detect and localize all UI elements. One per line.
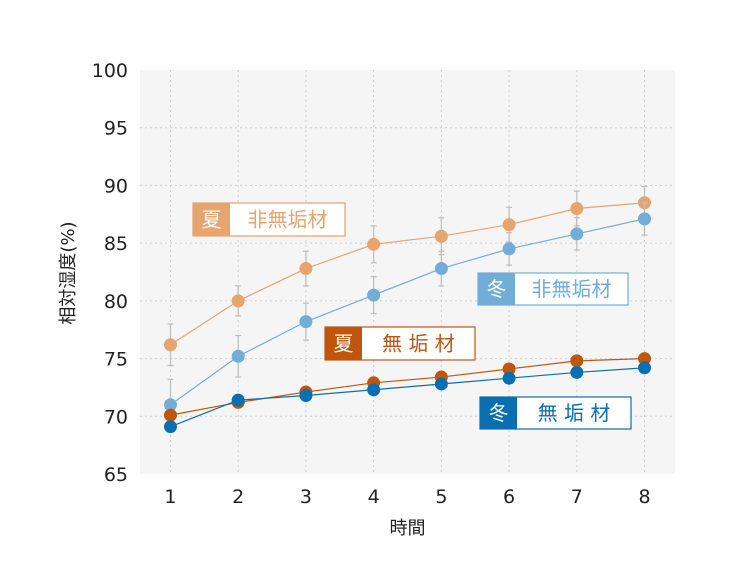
data-point: [163, 398, 177, 412]
series-label-3: 夏無 垢 材: [324, 326, 476, 361]
data-point: [231, 294, 245, 308]
data-point: [434, 377, 448, 391]
series-label-text: 無 垢 材: [538, 401, 611, 425]
x-tick-label: 7: [571, 486, 583, 508]
series-group: [163, 185, 652, 434]
data-point: [502, 371, 516, 385]
series-label-2: 冬 非無垢材: [477, 272, 629, 306]
series-label-1: 夏 非無垢材: [192, 202, 346, 237]
y-tick-label: 85: [104, 233, 128, 255]
series-label-season: 夏: [334, 332, 354, 356]
series-label-season: 冬: [489, 401, 509, 425]
series-label-badge: [193, 203, 230, 236]
data-point: [570, 365, 584, 379]
data-point: [367, 383, 381, 397]
data-point: [299, 389, 313, 403]
series-2: [163, 202, 652, 431]
series-labels: 夏非無垢材冬 非無垢材夏無 垢 材冬無 垢 材: [192, 202, 632, 430]
x-tick-labels: 1 2 3 4 5 6 7 8: [164, 486, 650, 508]
x-tick-label: 6: [503, 486, 515, 508]
series-label-season: 冬: [487, 277, 507, 301]
y-tick-label: 70: [104, 406, 128, 428]
series-label-badge: [478, 273, 515, 305]
data-point: [367, 288, 381, 302]
y-tick-label: 75: [104, 349, 128, 371]
y-tick-label: 100: [92, 60, 128, 82]
x-tick-label: 3: [300, 486, 312, 508]
x-tick-label: 2: [232, 486, 244, 508]
y-tick-label: 80: [104, 291, 128, 313]
y-tick-label: 90: [104, 175, 128, 197]
data-point: [638, 352, 652, 366]
data-point: [231, 349, 245, 363]
series-4: [163, 361, 652, 434]
x-tick-label: 4: [368, 486, 380, 508]
data-point: [299, 262, 313, 276]
x-tick-label: 5: [435, 486, 447, 508]
data-point: [299, 315, 313, 329]
series-line: [170, 357, 645, 416]
series-label-badge: [325, 327, 362, 360]
series-label-text: 無 垢 材: [382, 332, 455, 356]
data-point: [434, 229, 448, 243]
data-point: [231, 393, 245, 407]
data-point: [570, 202, 584, 216]
data-point: [502, 362, 516, 376]
series-label-text: 非無垢材: [248, 208, 328, 232]
data-point: [163, 408, 177, 422]
series-label-4: 冬無 垢 材: [479, 396, 632, 430]
series-label-text: 非無垢材: [532, 277, 612, 301]
data-point: [502, 218, 516, 232]
y-tick-label: 95: [104, 118, 128, 140]
x-tick-label: 1: [164, 486, 176, 508]
series-1: [163, 185, 652, 367]
series-line: [170, 367, 645, 428]
y-axis-label: 相対湿度(%): [58, 221, 79, 324]
y-tick-label: 65: [104, 464, 128, 486]
series-line: [170, 218, 645, 406]
x-axis-label: 時間: [390, 518, 426, 539]
y-tick-labels: 65 70 75 80 85 90 95 100: [92, 60, 128, 486]
data-point: [434, 262, 448, 276]
data-point: [163, 420, 177, 434]
data-point: [638, 212, 652, 226]
series-line: [170, 202, 645, 346]
data-point: [570, 227, 584, 241]
series-label-badge: [480, 397, 517, 429]
data-point: [502, 242, 516, 256]
series-label-season: 夏: [202, 208, 222, 232]
data-point: [163, 338, 177, 352]
x-tick-label: 8: [638, 486, 650, 508]
data-point: [570, 354, 584, 368]
data-point: [367, 237, 381, 251]
data-point: [638, 361, 652, 375]
